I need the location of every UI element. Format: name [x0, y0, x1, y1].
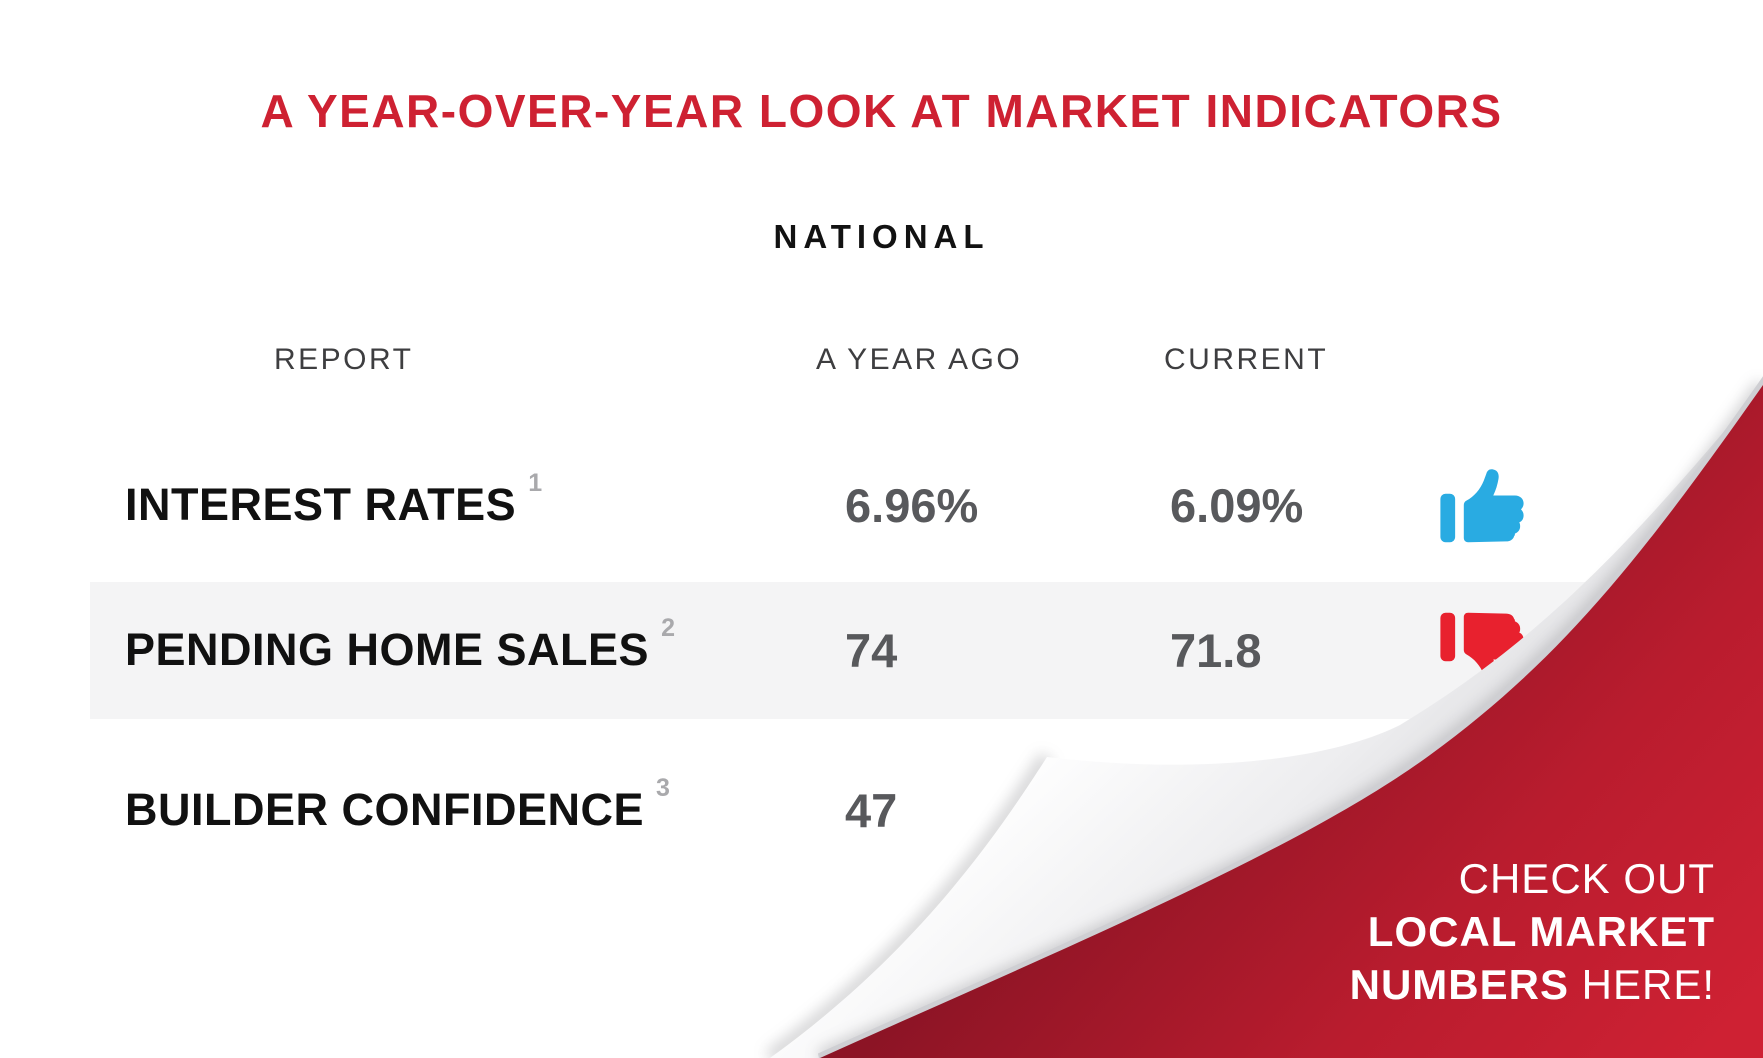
- footnote-marker: 2: [661, 613, 675, 642]
- footnote-marker: 3: [656, 773, 670, 802]
- column-header-report: REPORT: [274, 343, 414, 376]
- column-header-year-ago: A YEAR AGO: [816, 343, 1023, 376]
- table-row: BUILDER CONFIDENCE 3 47: [0, 770, 1763, 850]
- cta-line-1: CHECK OUT: [1458, 855, 1715, 902]
- value-current: 71.8: [1170, 623, 1262, 677]
- row-label-builder-confidence: BUILDER CONFIDENCE: [125, 784, 645, 835]
- table-row: PENDING HOME SALES 2 74 71.8: [0, 610, 1763, 690]
- cta-line-2: LOCAL MARKET: [1367, 908, 1715, 955]
- row-label-interest-rates: INTEREST RATES: [125, 479, 517, 530]
- column-header-current: CURRENT: [1164, 343, 1329, 376]
- local-market-cta[interactable]: CHECK OUT LOCAL MARKET NUMBERS HERE!: [1350, 852, 1715, 1011]
- cta-line-3: NUMBERS HERE!: [1349, 961, 1715, 1008]
- value-year-ago: 74: [845, 623, 898, 677]
- value-current: 6.09%: [1170, 478, 1304, 532]
- page-title: A YEAR-OVER-YEAR LOOK AT MARKET INDICATO…: [260, 85, 1503, 137]
- table-row: INTEREST RATES 1 6.96% 6.09%: [0, 465, 1763, 545]
- thumbs-down-icon: [1440, 612, 1524, 686]
- thumbs-up-icon: [1440, 469, 1524, 543]
- footnote-marker: 1: [528, 468, 543, 497]
- row-label-pending-home-sales: PENDING HOME SALES: [125, 624, 650, 675]
- value-year-ago: 6.96%: [845, 478, 979, 532]
- value-year-ago: 47: [845, 783, 898, 837]
- section-heading-national: NATIONAL: [773, 218, 990, 255]
